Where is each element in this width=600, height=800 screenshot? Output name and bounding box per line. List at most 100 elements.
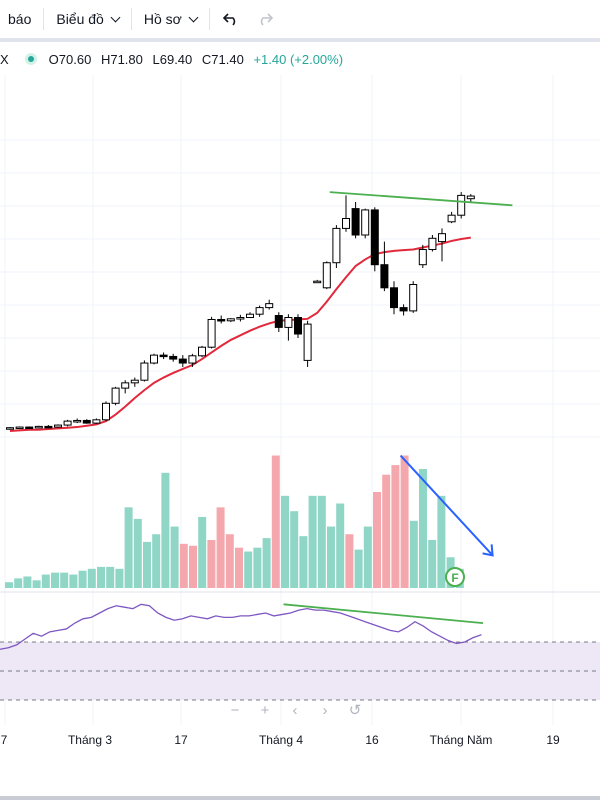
candle-body xyxy=(15,426,24,430)
x-tick-label: 17 xyxy=(174,733,188,747)
candle-body xyxy=(63,420,72,426)
candle-body xyxy=(447,214,456,223)
volume-bar xyxy=(299,536,308,588)
candle-body xyxy=(428,237,437,251)
volume-bar xyxy=(391,465,400,588)
x-tick-label: 16 xyxy=(365,733,379,747)
x-tick-label: Tháng 3 xyxy=(67,733,113,747)
volume-bar xyxy=(60,572,69,588)
volume-bar xyxy=(179,543,188,588)
volume-bar xyxy=(419,468,427,588)
volume-bar xyxy=(23,576,32,588)
volume-bar xyxy=(152,534,161,588)
candle-body xyxy=(102,402,110,421)
volume-bar xyxy=(281,495,289,588)
candle-body xyxy=(418,249,427,266)
candle-body xyxy=(332,227,341,264)
zoom-in-button[interactable]: + xyxy=(260,701,270,719)
volume-bar xyxy=(97,566,105,588)
profile-menu-label: Hồ sơ xyxy=(143,11,182,27)
volume-bar xyxy=(271,455,280,588)
candle-body xyxy=(198,346,206,357)
candle-body xyxy=(169,355,178,360)
candle-body xyxy=(226,318,235,322)
reset-chart-button[interactable]: ↺ xyxy=(348,702,362,719)
candle-body xyxy=(351,208,360,236)
change-value: +1.40 (+2.00%) xyxy=(253,51,344,67)
volume-bar xyxy=(262,538,271,588)
undo-button[interactable] xyxy=(214,0,248,38)
chart-menu-button[interactable]: Biểu đồ xyxy=(48,0,126,38)
volume-bar xyxy=(14,578,23,588)
candle-body xyxy=(361,209,370,236)
volume-bar xyxy=(336,503,345,588)
undo-icon xyxy=(222,13,235,26)
candle-body xyxy=(457,194,466,216)
candle-body xyxy=(303,323,312,361)
candle-body xyxy=(390,287,398,309)
volume-bar xyxy=(32,580,41,588)
rsi-trendline xyxy=(283,603,484,625)
candle-body xyxy=(265,303,274,309)
symbol-label[interactable]: X xyxy=(0,51,9,67)
toolbar-separator xyxy=(208,8,210,30)
toolbar-separator xyxy=(130,8,132,30)
scroll-left-button[interactable]: ‹ xyxy=(292,701,298,719)
open-value: O70.60 xyxy=(48,51,92,67)
candle-body xyxy=(246,313,254,319)
volume-bar xyxy=(124,507,133,588)
candle-body xyxy=(25,426,34,430)
candle-body xyxy=(111,387,120,404)
candle-body xyxy=(34,425,43,429)
toolbar-item-bao[interactable]: báo xyxy=(0,0,39,38)
candle-body xyxy=(236,317,245,320)
candle-body xyxy=(150,354,158,364)
candle-body xyxy=(207,318,216,348)
volume-trend-arrow xyxy=(399,454,494,557)
scroll-right-button[interactable]: › xyxy=(322,701,328,719)
event-flag-icon xyxy=(445,567,465,587)
top-toolbar: báo Biểu đồ Hồ sơ xyxy=(0,0,600,38)
volume-bar xyxy=(400,455,409,588)
candle-body xyxy=(466,195,475,200)
candle-body xyxy=(409,284,418,312)
close-value: C71.40 xyxy=(201,51,244,67)
volume-bar xyxy=(363,526,372,588)
candle-body xyxy=(121,382,130,389)
x-tick-label: 7 xyxy=(0,733,8,747)
price-trendline xyxy=(329,191,513,207)
volume-bar xyxy=(161,472,170,588)
candle-body xyxy=(188,355,197,364)
candle-body xyxy=(255,307,264,315)
candle-body xyxy=(370,209,379,266)
ohlc-legend: X O70.60 H71.80 L69.40 C71.40 +1.40 (+2.… xyxy=(0,48,349,70)
volume-bar xyxy=(198,516,207,588)
volume-bar xyxy=(382,474,391,588)
volume-bar xyxy=(51,572,59,588)
volume-bar xyxy=(189,545,197,588)
candle-body xyxy=(73,419,82,423)
profile-menu-button[interactable]: Hồ sơ xyxy=(136,0,205,38)
candle-body xyxy=(294,317,302,335)
candle-body xyxy=(274,315,283,328)
volume-bar xyxy=(437,495,446,588)
volume-bar xyxy=(87,568,96,588)
volume-bar xyxy=(345,534,354,588)
ohlc-values: O70.60 H71.80 L69.40 C71.40 +1.40 (+2.00… xyxy=(49,52,349,67)
zoom-out-button[interactable]: − xyxy=(230,701,240,719)
rsi-line xyxy=(0,603,482,650)
volume-bar xyxy=(253,547,262,588)
redo-button[interactable] xyxy=(248,0,282,38)
volume-bar xyxy=(409,520,418,588)
volume-bar xyxy=(225,534,234,588)
chart-menu-label: Biểu đồ xyxy=(56,11,104,27)
candle-body xyxy=(6,427,14,430)
volume-bar xyxy=(235,547,243,588)
volume-bar xyxy=(41,574,50,588)
volume-bar xyxy=(115,568,124,588)
redo-icon xyxy=(260,13,273,26)
candle-body xyxy=(82,419,91,424)
volume-bar xyxy=(317,495,326,588)
toolbar-divider xyxy=(0,38,600,42)
